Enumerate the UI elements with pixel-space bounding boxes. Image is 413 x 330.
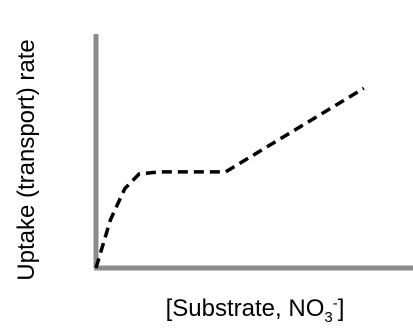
series-line-0	[94, 86, 365, 269]
axes	[93, 34, 413, 271]
series-layer	[94, 86, 365, 269]
x-axis-label-subscript: 3	[324, 309, 332, 326]
x-axis-label-main: [Substrate, NO	[166, 295, 325, 322]
y-axis-label: Uptake (transport) rate	[13, 39, 40, 280]
x-axis-label-superscript: -	[333, 295, 338, 312]
x-axis-label-close: ]	[338, 295, 345, 322]
x-axis-label: [Substrate, NO3-]	[166, 295, 345, 326]
